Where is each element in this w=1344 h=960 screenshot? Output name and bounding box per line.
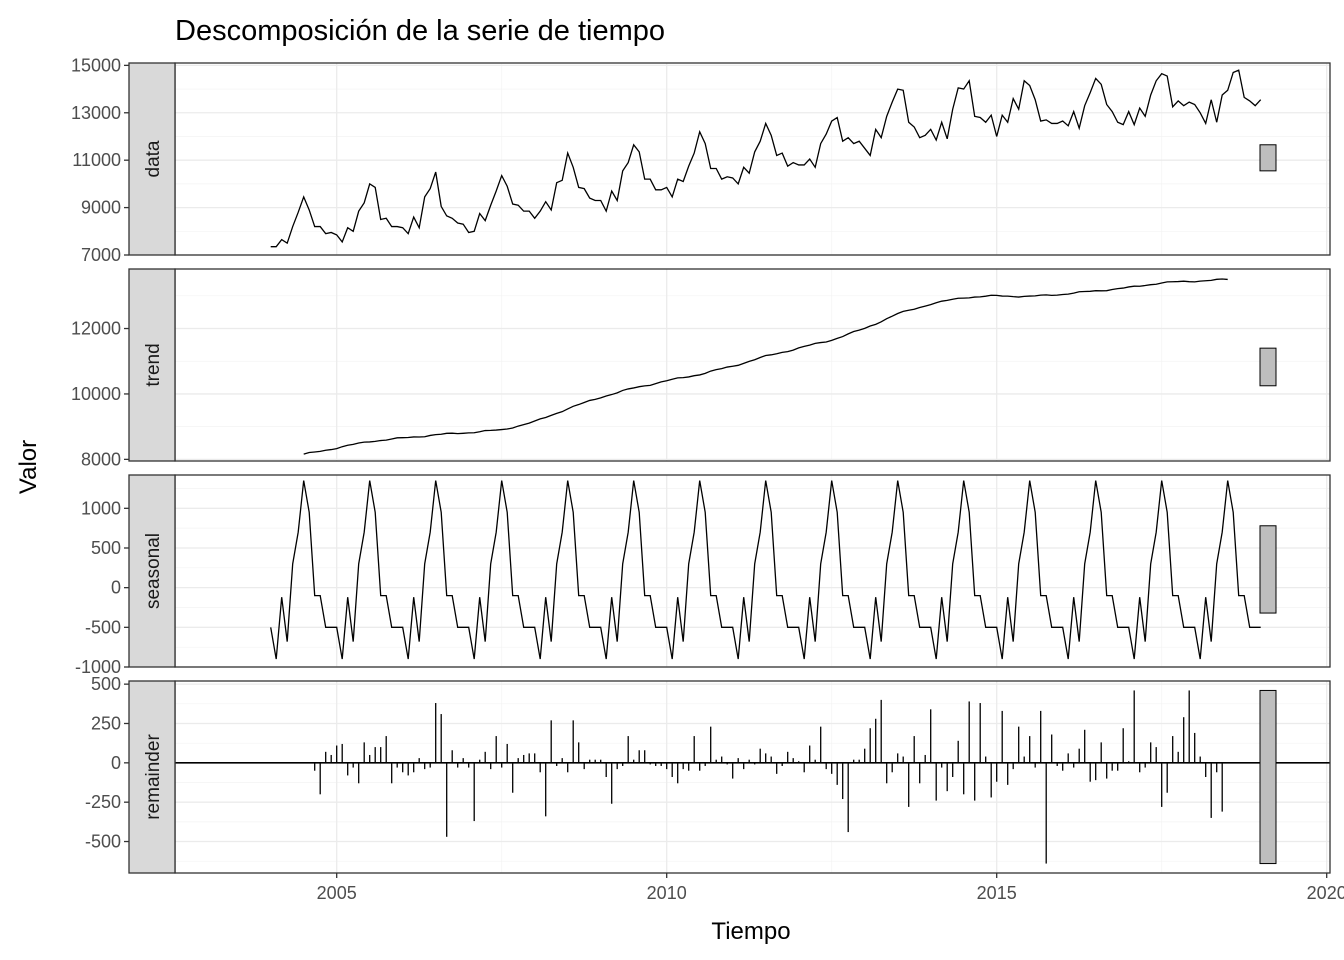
data-range-bar xyxy=(1259,144,1277,172)
seasonal-series-line xyxy=(270,480,1261,660)
y-axis-title: Valor xyxy=(15,440,42,494)
x-axis-title: Tiempo xyxy=(711,918,790,945)
x-axis: 2005 2010 2015 2020 xyxy=(317,873,1344,903)
panel-seasonal: seasonal -1000 -500 0 500 1000 xyxy=(75,474,1331,677)
panel-border xyxy=(174,268,1331,462)
trend-range-bar xyxy=(1259,347,1277,387)
y-tick-label: 500 xyxy=(91,538,121,558)
y-tick-label: -1000 xyxy=(75,657,121,677)
x-tick-label: 2020 xyxy=(1307,883,1344,903)
y-tick-label: 9000 xyxy=(81,198,121,218)
panel-data: data 7000 9000 11000 13000 15000 xyxy=(71,55,1331,265)
strip-label-trend: trend xyxy=(143,343,164,386)
strip-label-remainder: remainder xyxy=(143,734,164,820)
panels: data 7000 9000 11000 13000 15000 trend 8000 1000… xyxy=(71,55,1331,874)
y-tick-label: 7000 xyxy=(81,245,121,265)
y-tick-label: 0 xyxy=(111,753,121,773)
strip-label-seasonal: seasonal xyxy=(143,533,164,609)
trend-series-line xyxy=(303,278,1228,455)
panel-trend: trend 8000 10000 12000 xyxy=(71,268,1331,469)
strip-remainder xyxy=(128,680,176,874)
remainder-range-bar xyxy=(1259,689,1277,865)
strip-data xyxy=(128,62,176,256)
panel-remainder: remainder -500 -250 0 250 500 xyxy=(85,674,1331,874)
y-tick-label: 500 xyxy=(91,674,121,694)
y-tick-label: 10000 xyxy=(71,384,121,404)
strip-trend xyxy=(128,268,176,462)
y-tick-label: 1000 xyxy=(81,498,121,518)
strip-label-data: data xyxy=(143,140,164,177)
data-series-line xyxy=(270,69,1262,248)
y-tick-label: -500 xyxy=(85,617,121,637)
panel-border xyxy=(174,680,1331,874)
strip-seasonal xyxy=(128,474,176,668)
y-tick-label: -500 xyxy=(85,832,121,852)
y-tick-label: 13000 xyxy=(71,103,121,123)
y-tick-label: 11000 xyxy=(72,150,121,170)
y-tick-label: 12000 xyxy=(71,319,121,339)
panel-border xyxy=(174,474,1331,668)
x-tick-label: 2005 xyxy=(317,883,357,903)
seasonal-range-bar xyxy=(1259,525,1277,614)
x-tick-label: 2015 xyxy=(977,883,1017,903)
chart-title: Descomposición de la serie de tiempo xyxy=(175,15,665,47)
y-tick-label: 250 xyxy=(91,713,121,733)
y-tick-label: 8000 xyxy=(81,449,121,469)
x-tick-label: 2010 xyxy=(647,883,687,903)
y-tick-label: 0 xyxy=(111,578,121,598)
y-tick-label: -250 xyxy=(85,792,121,812)
y-tick-label: 15000 xyxy=(71,55,121,75)
